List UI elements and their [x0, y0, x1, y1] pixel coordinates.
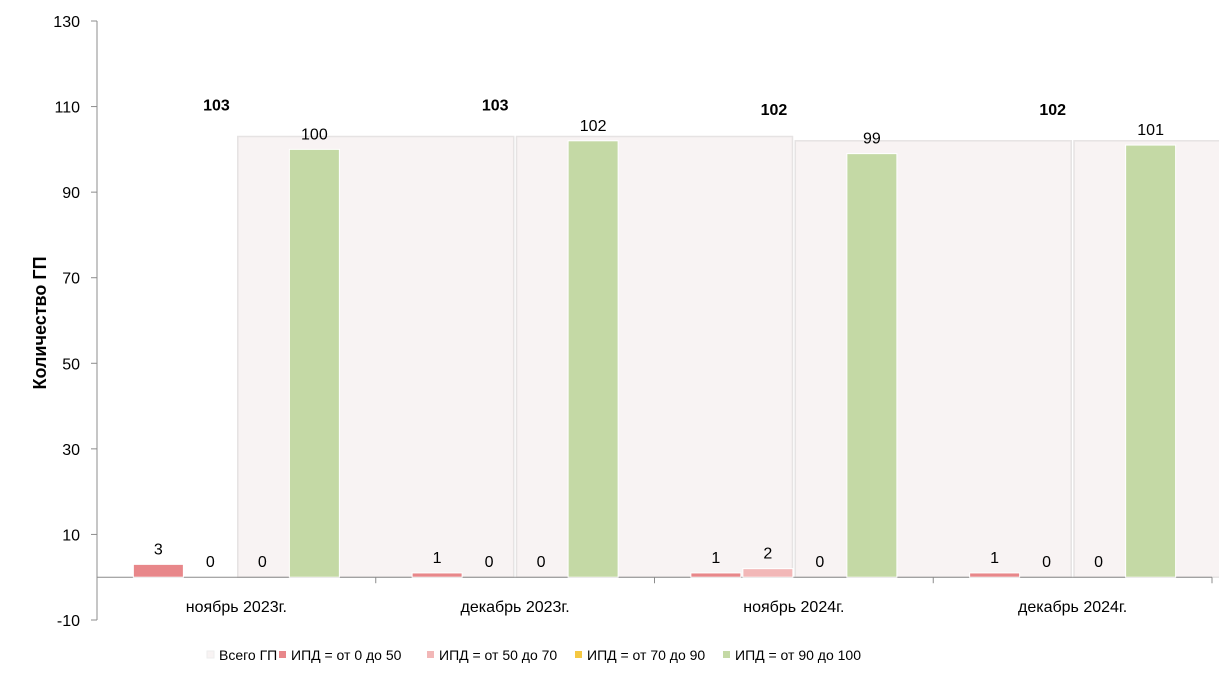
legend: Всего ГП ИПД = от 0 до 50 ИПД = от 50 до 7… — [206, 647, 861, 663]
legend-label: ИПД = от 50 до 70 — [439, 647, 557, 663]
y-tick-label: 70 — [62, 271, 80, 288]
data-label-series-1: 1 — [711, 550, 720, 567]
bar-series-4 — [567, 140, 619, 578]
bar-series-1 — [411, 572, 463, 578]
bar-series-4 — [846, 153, 898, 578]
data-label-series-2: 0 — [485, 554, 494, 571]
data-label-series-2: 0 — [206, 554, 215, 571]
x-category-label: ноябрь 2024г. — [743, 599, 844, 616]
legend-swatch — [575, 651, 582, 658]
y-tick-label: 10 — [62, 527, 80, 544]
data-label-series-3: 0 — [815, 554, 824, 571]
bar-total — [515, 135, 794, 578]
data-label-series-4: 99 — [863, 131, 881, 148]
data-label-series-4: 100 — [301, 126, 328, 143]
y-tick-label: 90 — [62, 185, 80, 202]
bar-series-1 — [690, 572, 742, 578]
data-label-total: 102 — [761, 102, 788, 119]
bar-series-4 — [1125, 144, 1177, 578]
bar-series-4 — [288, 148, 340, 578]
data-label-series-1: 1 — [433, 550, 442, 567]
legend-swatch — [206, 650, 215, 659]
data-label-total: 102 — [1039, 102, 1066, 119]
data-label-series-3: 0 — [1094, 554, 1103, 571]
bar-total — [794, 140, 1072, 578]
legend-label: Всего ГП — [219, 647, 277, 663]
bar-series-1 — [969, 572, 1021, 578]
y-tick-label: 30 — [62, 442, 80, 459]
y-axis-title: Количество ГП — [30, 256, 50, 389]
y-tick-label: 130 — [53, 14, 80, 31]
data-label-total: 103 — [203, 98, 230, 115]
legend-label: ИПД = от 0 до 50 — [291, 647, 402, 663]
total-bars-layer — [237, 135, 1219, 578]
bar-series-2 — [742, 568, 794, 578]
legend-swatch — [427, 651, 434, 658]
data-label-series-1: 1 — [990, 550, 999, 567]
bar-series-1 — [132, 563, 184, 578]
legend-label: ИПД = от 90 до 100 — [735, 647, 861, 663]
data-label-series-2: 0 — [1042, 554, 1051, 571]
legend-swatch — [723, 651, 730, 658]
data-label-series-3: 0 — [258, 554, 267, 571]
legend-swatch — [279, 651, 286, 658]
data-label-series-2: 2 — [763, 546, 772, 563]
data-label-series-4: 101 — [1137, 122, 1164, 139]
y-tick-label: 50 — [62, 356, 80, 373]
x-category-label: декабрь 2024г. — [1018, 599, 1127, 616]
x-category-label: декабрь 2023г. — [461, 599, 570, 616]
data-label-series-1: 3 — [154, 541, 163, 558]
legend-label: ИПД = от 70 до 90 — [587, 647, 705, 663]
y-tick-label: 110 — [54, 100, 80, 117]
data-label-total: 103 — [482, 98, 509, 115]
data-label-series-4: 102 — [580, 118, 607, 135]
data-label-series-3: 0 — [537, 554, 546, 571]
y-tick-label: -10 — [57, 613, 80, 630]
x-category-label: ноябрь 2023г. — [186, 599, 287, 616]
series-bars-layer — [132, 140, 1177, 578]
bar-total — [237, 135, 515, 578]
